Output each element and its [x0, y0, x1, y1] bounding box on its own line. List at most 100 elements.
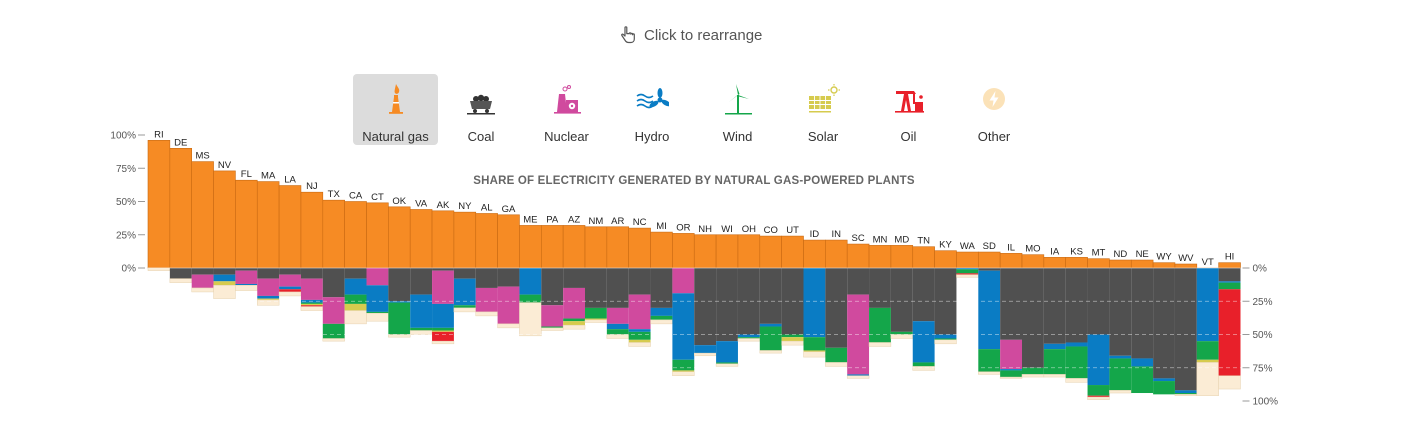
state-label: OR: [676, 222, 690, 233]
wind-bar-segment: [956, 269, 979, 274]
nuclear-bar-segment: [191, 274, 214, 288]
state-label: FL: [241, 169, 252, 180]
other-bar-segment: [715, 363, 739, 367]
coal-bar-segment: [585, 268, 607, 308]
state-label: AR: [611, 216, 624, 227]
coal-bar-segment: [1174, 268, 1197, 391]
coal-bar-segment: [650, 268, 673, 308]
left-axis-tick-label: 0%: [122, 264, 137, 275]
other-bar-segment: [650, 319, 673, 325]
hydro-bar-segment: [279, 286, 301, 290]
wind-bar-segment: [650, 315, 673, 320]
hydro-bar-segment: [672, 293, 695, 360]
other-bar-segment: [213, 285, 236, 299]
state-label: MI: [656, 221, 667, 232]
state-label: MA: [261, 171, 276, 182]
tab-natural-gas[interactable]: Natural gas: [353, 74, 438, 145]
wind-bar-segment: [1087, 385, 1110, 396]
other-bar-segment: [1109, 390, 1132, 394]
other-bar-segment: [978, 371, 1001, 375]
state-label: PA: [546, 214, 559, 225]
right-axis-tick-label: 50%: [1253, 330, 1273, 341]
tab-wind-label: Wind: [722, 129, 753, 144]
left-axis-tick-label: 25%: [116, 230, 136, 241]
state-label: IL: [1007, 242, 1015, 253]
hydro-bar-segment: [803, 268, 826, 338]
other-bar-segment: [344, 310, 367, 325]
natural-gas-bar: [999, 253, 1023, 269]
hydro-bar-segment: [453, 278, 476, 306]
hydro-bar-segment: [432, 303, 454, 328]
other-bolt-icon: [983, 88, 1005, 110]
other-bar-segment: [672, 371, 695, 376]
coal-bar-segment: [344, 268, 367, 279]
natural-gas-bar: [300, 191, 324, 269]
state-label: AL: [481, 202, 493, 213]
other-bar-segment: [278, 291, 302, 297]
tab-other[interactable]: Other: [952, 74, 1037, 145]
natural-gas-bar: [366, 202, 389, 269]
nuclear-bar-segment: [432, 270, 454, 304]
oil-bar-segment: [956, 273, 979, 275]
other-bar-segment: [453, 307, 476, 313]
solar-bar-segment: [628, 339, 651, 343]
wind-bar-segment: [300, 302, 323, 304]
right-axis-tick-label: 0%: [1253, 264, 1268, 275]
coal-bar-segment: [1000, 268, 1022, 340]
solar-bar-segment: [585, 318, 607, 320]
natural-gas-bar: [344, 201, 367, 269]
hydro-bar-segment: [759, 323, 782, 327]
hydro-bar-segment: [1109, 355, 1132, 359]
other-bar-segment: [1174, 394, 1198, 396]
state-label: UT: [786, 225, 799, 236]
rearrange-hint[interactable]: Click to rearrange: [620, 24, 762, 46]
wind-bar-segment: [737, 337, 760, 339]
other-bar-segment: [694, 352, 717, 357]
other-bar-segment: [803, 351, 826, 358]
coal-bar-segment: [257, 268, 280, 279]
tab-solar[interactable]: Solar: [781, 74, 866, 145]
wind-bar-segment: [322, 323, 345, 339]
coal-bar-segment: [934, 268, 957, 335]
hydro-bar-segment: [1043, 343, 1066, 350]
hydro-bar-segment: [716, 341, 738, 363]
wind-bar-segment: [1109, 358, 1132, 391]
other-bar-segment: [737, 338, 761, 342]
natural-gas-bar: [191, 161, 214, 269]
natural-gas-bar: [475, 213, 498, 269]
nuclear-bar-segment: [563, 287, 585, 319]
state-labels: RI DE MS NV FL MA LA NJ TX CA CT OK VA AK NY AL GA ME PA AZ…: [154, 129, 1234, 268]
chart-title: SHARE OF ELECTRICITY GENERATED BY NATURA…: [473, 175, 915, 187]
state-label: WV: [1178, 253, 1194, 264]
coal-bar-segment: [475, 268, 498, 288]
tab-oil[interactable]: Oil: [866, 74, 951, 145]
tab-wind[interactable]: Wind: [695, 74, 780, 145]
solar-panel-icon: [809, 84, 840, 113]
natural-gas-bar: [628, 227, 651, 269]
other-bar-segment: [956, 274, 979, 278]
natural-gas-bar: [431, 210, 455, 269]
natural-gas-bar: [1174, 263, 1198, 269]
tab-hydro[interactable]: Hydro: [610, 74, 695, 145]
coal-bar-segment: [1109, 268, 1132, 356]
hydro-bar-segment: [650, 307, 673, 316]
state-label: SD: [983, 241, 996, 252]
hydro-bar-segment: [1065, 342, 1088, 347]
other-bar-segment: [628, 342, 651, 347]
other-bar-segment: [606, 334, 629, 339]
wind-bar-segment: [672, 359, 695, 371]
tab-natural-gas-label: Natural gas: [362, 129, 429, 144]
tab-coal[interactable]: Coal: [439, 74, 524, 145]
natural-gas-bars: [147, 140, 1241, 269]
coal-bar-segment: [716, 268, 738, 342]
natural-gas-bar: [912, 246, 935, 269]
natural-gas-bar: [453, 211, 477, 269]
tab-nuclear[interactable]: Nuclear: [524, 74, 609, 145]
other-source-bars: [147, 267, 1241, 400]
state-label: MN: [873, 234, 888, 245]
wind-bar-segment: [519, 294, 542, 303]
rearrange-hint-label: Click to rearrange: [644, 26, 763, 44]
left-axis: 100% 75% 50% 25% 0%: [110, 131, 145, 275]
other-bar-segment: [1043, 374, 1066, 378]
natural-gas-bar: [278, 185, 302, 269]
